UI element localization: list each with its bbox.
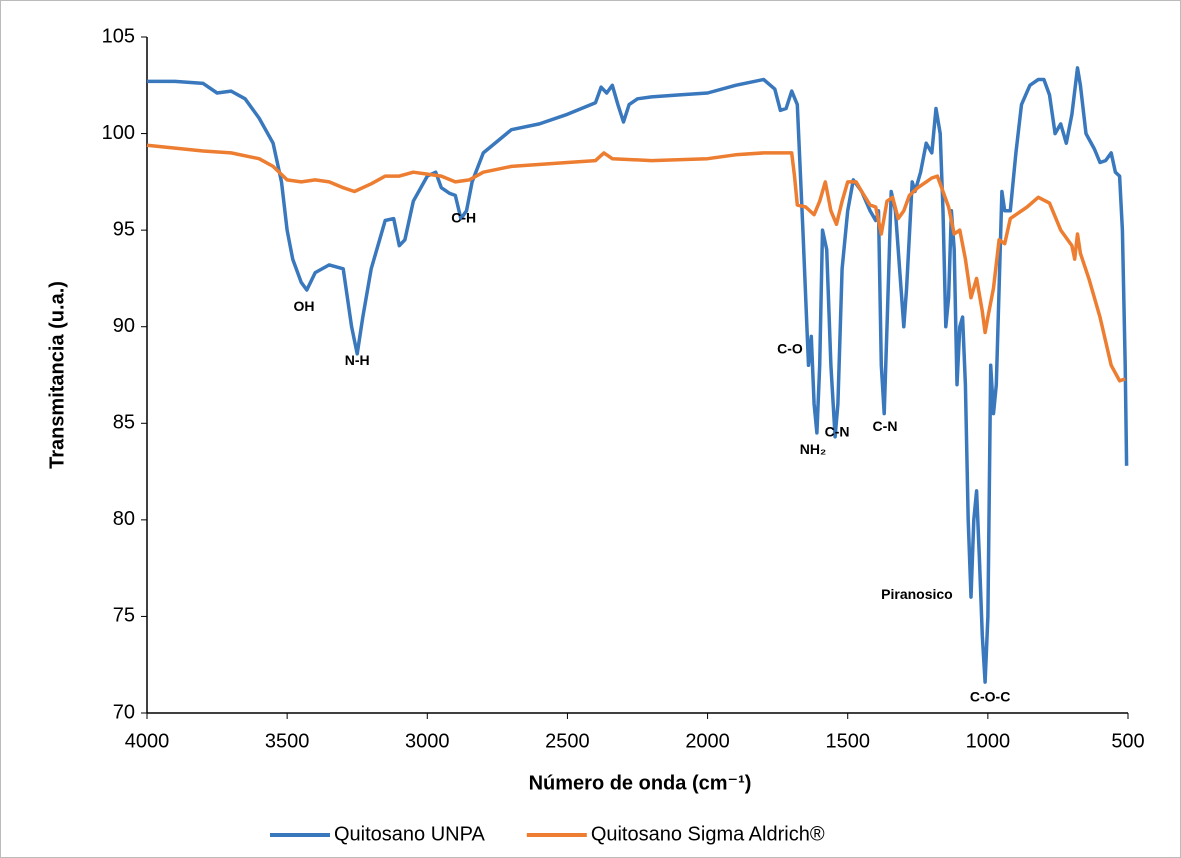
annotation: OH [293, 298, 314, 314]
annotation: C-O [777, 341, 803, 357]
annotation: C-N [825, 424, 850, 440]
annotation: Piranosico [881, 586, 953, 602]
x-tick-label: 3500 [265, 730, 310, 752]
y-tick-label: 70 [113, 701, 135, 723]
legend-label: Quitosano Sigma Aldrich® [591, 823, 825, 845]
y-axis-title: Transmitancia (u.a.) [46, 281, 68, 469]
x-tick-label: 1000 [966, 730, 1011, 752]
annotation: C-N [873, 418, 898, 434]
x-tick-label: 4000 [125, 730, 170, 752]
annotation: NH₂ [800, 441, 826, 457]
annotation: C-H [451, 209, 476, 225]
annotation: C-O-C [970, 688, 1010, 704]
y-tick-label: 75 [113, 605, 135, 627]
x-tick-label: 2500 [545, 730, 590, 752]
y-tick-label: 90 [113, 315, 135, 337]
annotation: N-H [345, 352, 370, 368]
y-tick-label: 80 [113, 508, 135, 530]
y-tick-label: 105 [102, 25, 135, 47]
series-line [147, 66, 1129, 684]
x-tick-label: 3000 [405, 730, 450, 752]
x-axis-title: Número de onda (cm⁻¹) [529, 772, 752, 794]
x-tick-label: 1500 [825, 730, 870, 752]
y-tick-label: 85 [113, 412, 135, 434]
x-tick-label: 2000 [685, 730, 730, 752]
legend-label: Quitosano UNPA [334, 823, 485, 845]
y-tick-label: 100 [102, 122, 135, 144]
x-tick-label: 500 [1111, 730, 1144, 752]
series-line [146, 143, 1126, 383]
y-tick-label: 95 [113, 218, 135, 240]
